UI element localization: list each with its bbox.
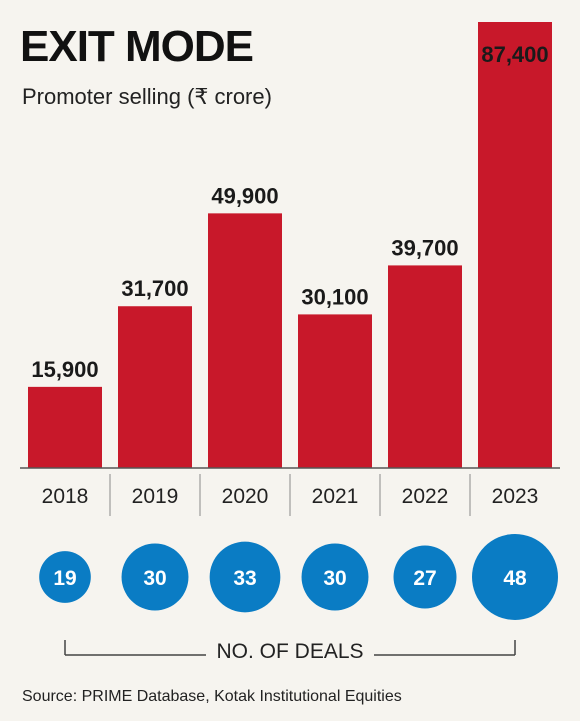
bar-2018 (28, 386, 102, 468)
chart-subtitle: Promoter selling (₹ crore) (22, 84, 272, 109)
bar-2021 (298, 314, 372, 468)
bar-2023 (478, 22, 552, 468)
deals-bubble-2022 (393, 545, 457, 609)
deals-value-2019: 30 (143, 567, 166, 590)
bar-value-label-2021: 30,100 (301, 284, 368, 309)
x-tick-label-2019: 2019 (132, 485, 179, 508)
deals-bubble-2018 (39, 551, 91, 603)
bar-value-label-2018: 15,900 (31, 357, 98, 382)
bar-value-label-2019: 31,700 (121, 276, 188, 301)
deals-axis-label: NO. OF DEALS (0, 640, 580, 664)
bar-2020 (208, 213, 282, 468)
deals-value-2022: 27 (413, 567, 436, 590)
source-note: Source: PRIME Database, Kotak Institutio… (22, 688, 402, 705)
x-tick-label-2021: 2021 (312, 485, 359, 508)
deals-value-2020: 33 (233, 567, 256, 590)
deals-label-text: NO. OF DEALS (206, 640, 374, 663)
deals-bubble-2019 (121, 543, 189, 611)
bar-2019 (118, 306, 192, 468)
x-tick-label-2023: 2023 (492, 485, 539, 508)
deals-bubble-2023 (472, 534, 558, 620)
bar-value-label-2022: 39,700 (391, 235, 458, 260)
deals-value-2018: 19 (53, 567, 76, 590)
deals-value-2023: 48 (503, 567, 527, 590)
bar-2022 (388, 265, 462, 468)
bar-value-label-2020: 49,900 (211, 183, 278, 208)
bar-value-label-2023: 87,400 (481, 42, 548, 67)
x-tick-label-2020: 2020 (222, 485, 269, 508)
chart-title: EXIT MODE (20, 22, 254, 71)
x-tick-label-2022: 2022 (402, 485, 449, 508)
deals-value-2021: 30 (323, 567, 346, 590)
deals-bubble-2020 (209, 541, 281, 613)
x-tick-label-2018: 2018 (42, 485, 89, 508)
deals-bubble-2021 (301, 543, 369, 611)
